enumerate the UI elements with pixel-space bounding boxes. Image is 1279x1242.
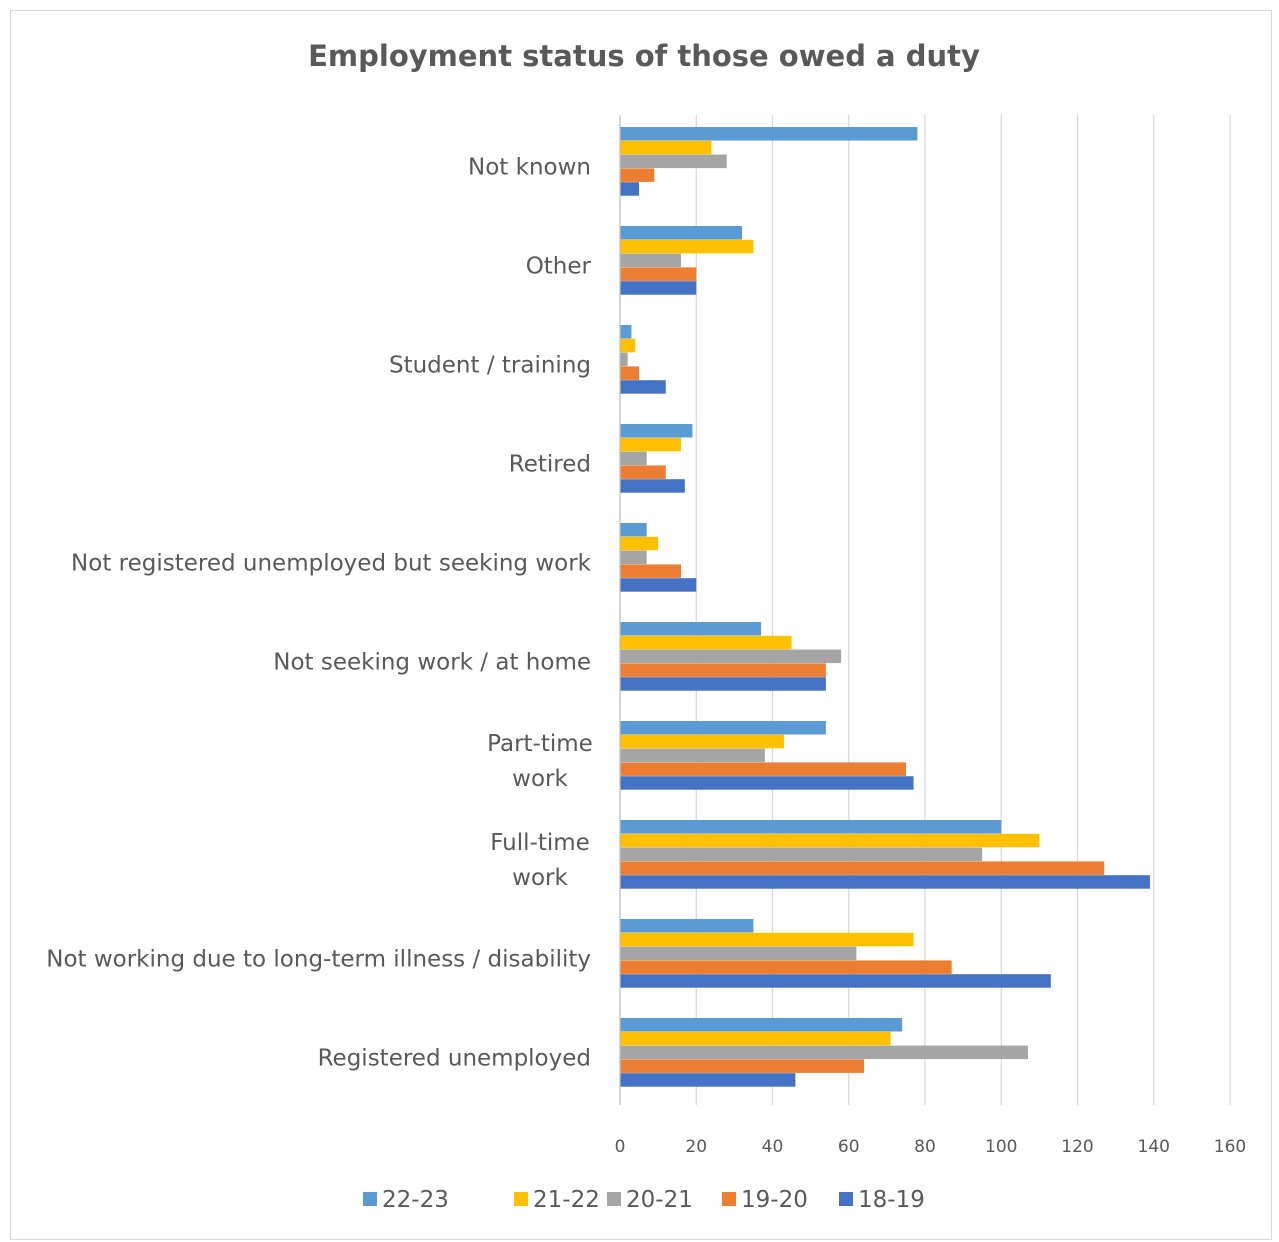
legend-swatch [607,1192,621,1206]
bar-22-23 [620,127,918,141]
bar-19-20 [620,465,666,479]
bar-20-21 [620,550,647,565]
x-tick-label: 40 [762,1137,784,1157]
bars [620,127,1150,1087]
category-label: work [512,865,568,891]
bar-20-21 [620,253,681,268]
bar-21-22 [620,536,659,551]
bar-21-22 [620,833,1040,848]
bar-22-23 [620,820,1002,834]
category-label: Not registered unemployed but seeking wo… [71,551,592,577]
bar-20-21 [620,946,857,961]
bar-21-22 [620,239,754,254]
category-label: Full-time [490,830,590,856]
bar-22-23 [620,424,693,438]
bar-22-23 [620,622,762,636]
bar-21-22 [620,140,712,155]
bar-20-21 [620,154,727,169]
x-tick-label: 100 [985,1137,1017,1157]
bar-20-21 [620,847,983,862]
legend-swatch [839,1192,853,1206]
bar-18-19 [620,182,640,196]
bar-22-23 [620,721,826,735]
bar-21-22 [620,1031,891,1046]
bar-19-20 [620,168,655,182]
legend-swatch [363,1192,377,1206]
gridlines [695,115,1231,1105]
x-tick-label: 120 [1061,1137,1093,1157]
legend-label: 21-22 [533,1187,600,1213]
bar-19-20 [620,861,1105,875]
bar-19-20 [620,663,826,677]
legend-swatch [514,1192,528,1206]
bar-18-19 [620,776,914,790]
bar-22-23 [620,919,754,933]
x-tick-label: 60 [838,1137,860,1157]
bar-18-19 [620,380,666,394]
category-label: Not seeking work / at home [273,650,591,676]
bar-22-23 [620,226,742,240]
category-label: work [512,766,568,792]
category-labels: Not known Other Student / training Retired N… [46,155,593,1072]
category-label: Part-time [487,731,593,757]
x-tick-label: 140 [1138,1137,1170,1157]
bar-20-21 [620,451,647,466]
x-tick-label: 160 [1214,1137,1246,1157]
x-tick-labels: 0 20 40 60 80 100 120 140 160 [615,1137,1247,1157]
bar-21-22 [620,437,681,452]
category-label: Registered unemployed [318,1046,591,1072]
legend: 22-23 21-22 20-21 19-20 18-19 [363,1187,925,1213]
bar-21-22 [620,734,784,749]
chart-frame: Not known Other Student / training Retired N… [10,10,1272,1240]
category-label: Student / training [389,353,591,379]
category-label: Other [526,254,592,280]
category-label: Not working due to long-term illness / d… [46,947,591,973]
bar-19-20 [620,366,640,380]
bar-22-23 [620,325,632,339]
x-tick-label: 80 [914,1137,936,1157]
bar-18-19 [620,875,1150,889]
bar-18-19 [620,677,826,691]
bar-21-22 [620,338,636,353]
legend-label: 20-21 [626,1187,693,1213]
bar-22-23 [620,1018,903,1032]
category-label: Not known [468,155,591,181]
bar-21-22 [620,635,792,650]
bar-19-20 [620,564,681,578]
legend-swatch [722,1192,736,1206]
bar-20-21 [620,649,842,664]
bar-21-22 [620,932,914,947]
bar-22-23 [620,523,647,537]
legend-label: 22-23 [382,1187,449,1213]
legend-label: 19-20 [741,1187,808,1213]
bar-20-21 [620,352,628,367]
category-label: Retired [509,452,591,478]
bar-18-19 [620,479,685,493]
bar-18-19 [620,1073,796,1087]
x-tick-label: 0 [615,1137,626,1157]
bar-18-19 [620,578,697,592]
bar-chart: Not known Other Student / training Retired N… [46,39,1247,1213]
bar-19-20 [620,1059,864,1073]
chart-title: Employment status of those owed a duty [308,39,980,73]
bar-18-19 [620,281,697,295]
bar-19-20 [620,762,906,776]
bar-20-21 [620,748,765,763]
bar-20-21 [620,1045,1028,1060]
bar-18-19 [620,974,1051,988]
x-tick-label: 20 [685,1137,707,1157]
bar-19-20 [620,267,697,281]
legend-label: 18-19 [858,1187,925,1213]
bar-19-20 [620,960,952,974]
